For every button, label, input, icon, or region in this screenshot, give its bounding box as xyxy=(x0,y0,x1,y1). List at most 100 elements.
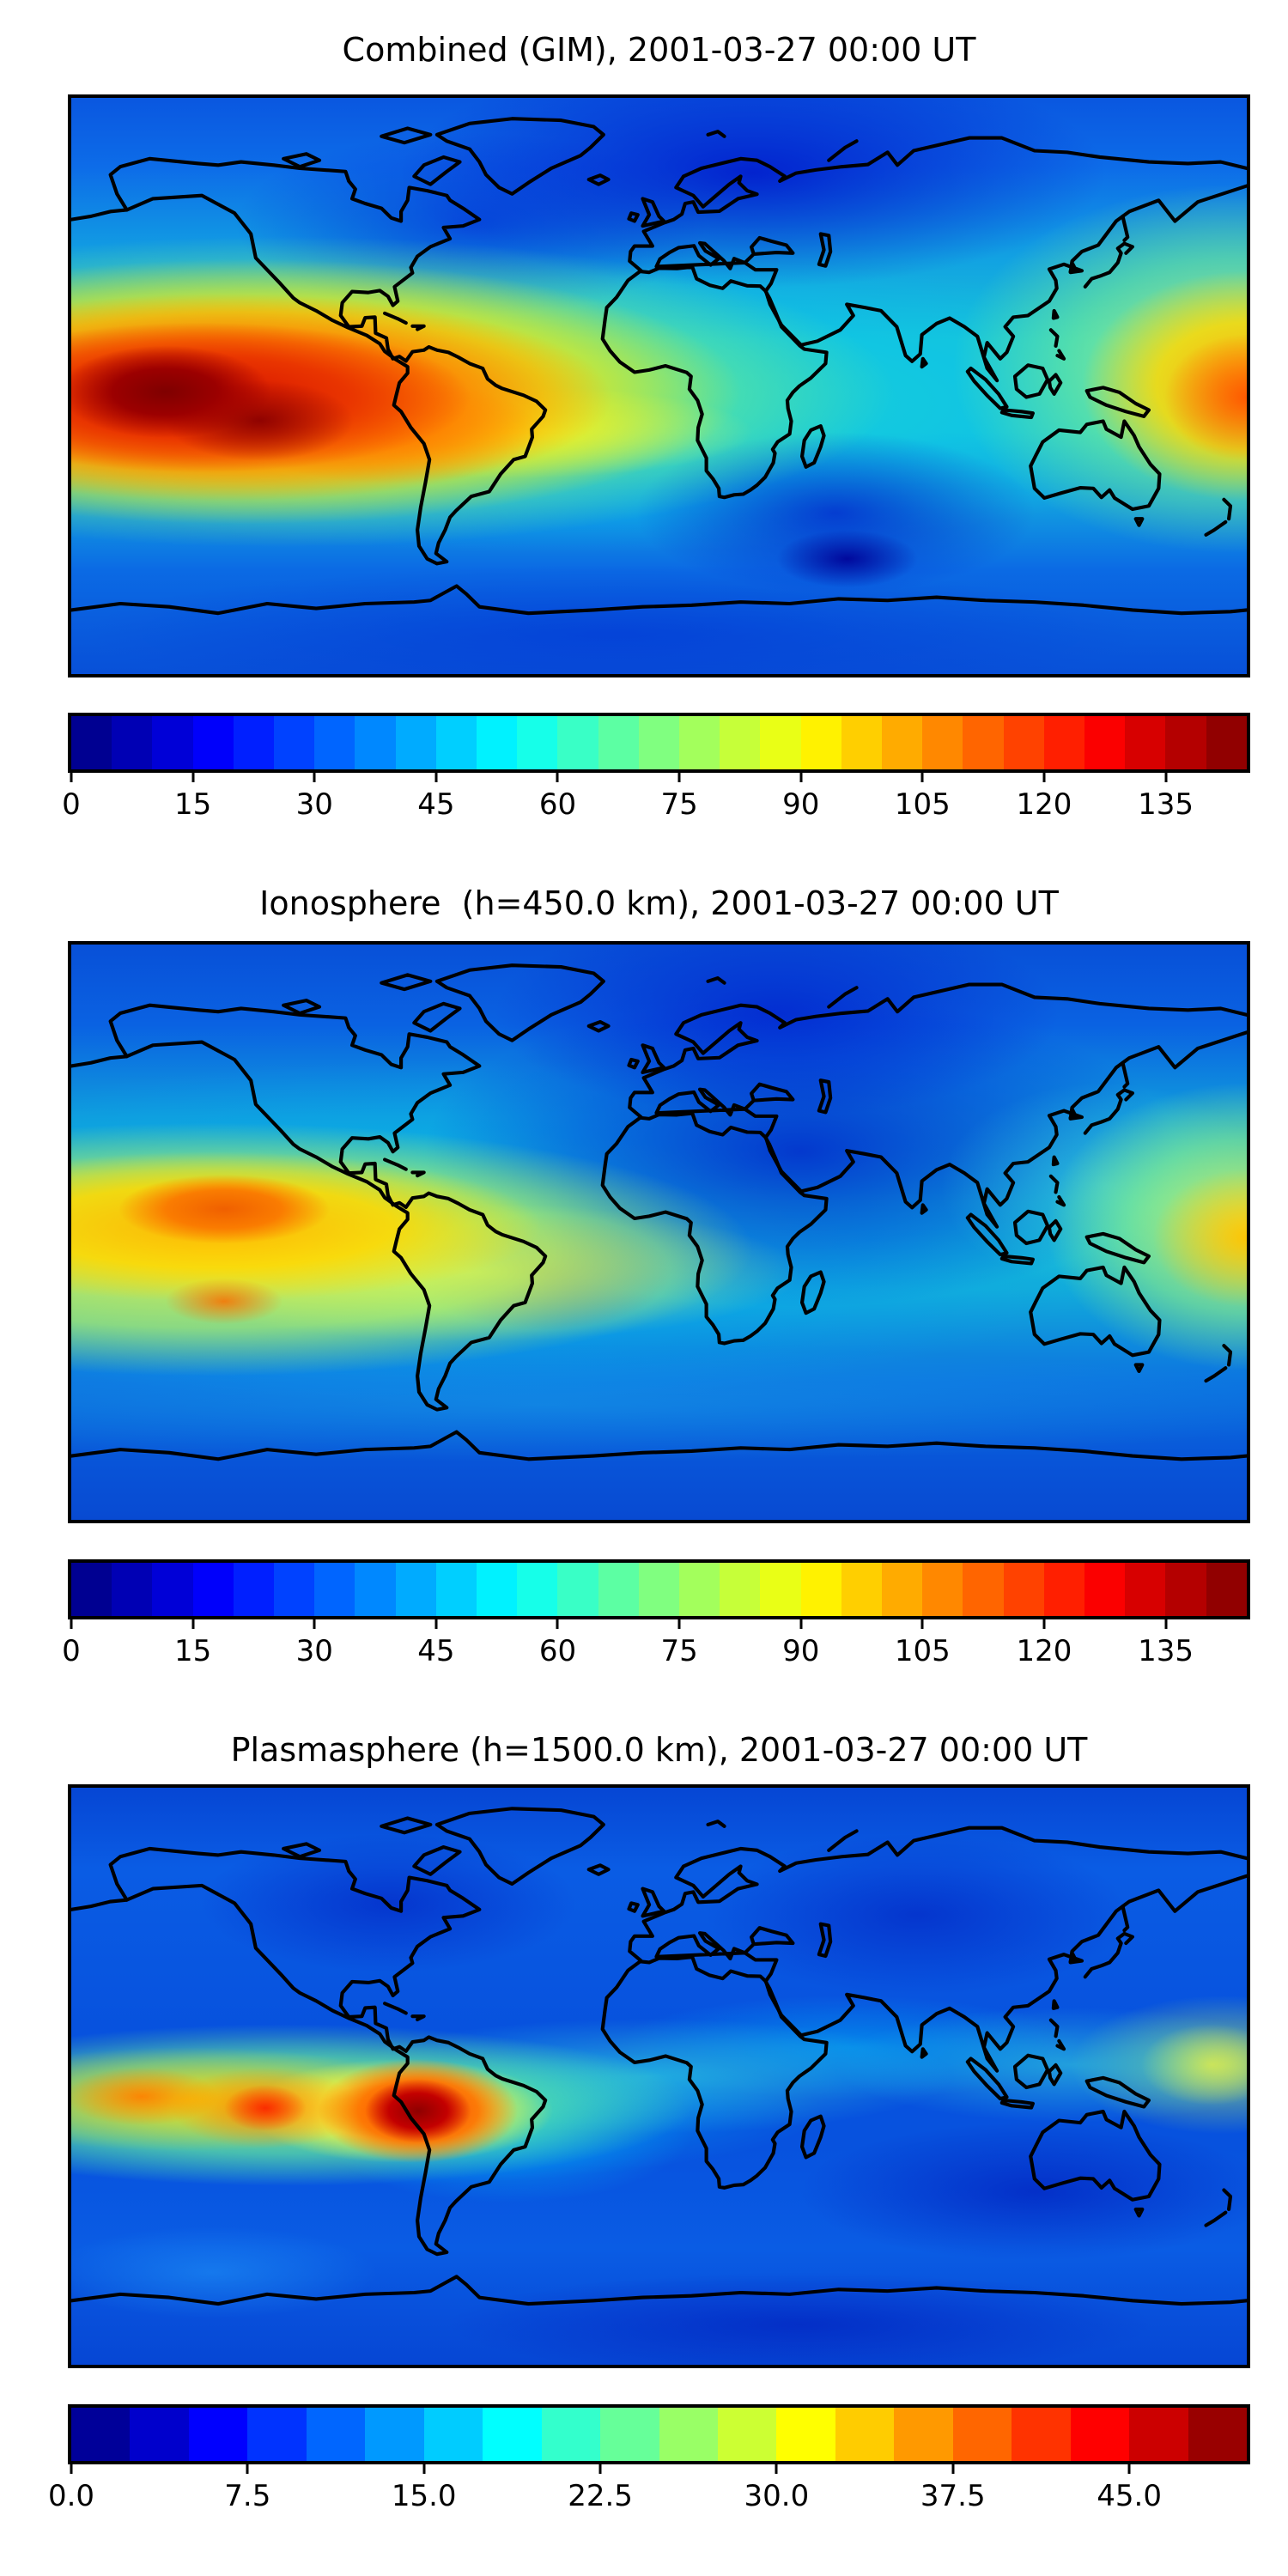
colorbar-tick-label: 15.0 xyxy=(391,2479,457,2513)
colorbar-tick xyxy=(70,2461,73,2474)
colorbar-segment xyxy=(355,1563,396,1616)
colorbar-tick xyxy=(556,769,559,782)
colorbar-tick xyxy=(1042,769,1046,782)
colorbar-tick-label: 15 xyxy=(173,1634,212,1668)
colorbar-segment xyxy=(882,716,923,769)
colorbar-segment xyxy=(720,1563,761,1616)
colorbar-segment xyxy=(760,1563,801,1616)
colorbar-segment xyxy=(952,2408,1012,2461)
colorbar-segment xyxy=(112,716,153,769)
panel1-title: Combined (GIM), 2001-03-27 00:00 UT xyxy=(342,31,976,69)
colorbar-segment xyxy=(800,1563,841,1616)
colorbar-segment xyxy=(963,716,1004,769)
colorbar-segment xyxy=(922,1563,963,1616)
colorbar-tick xyxy=(799,769,803,782)
colorbar-tick xyxy=(434,1616,438,1629)
colorbar-tick-label: 7.5 xyxy=(224,2479,271,2513)
colorbar-tick-label: 105 xyxy=(894,787,951,822)
colorbar-segment xyxy=(517,1563,558,1616)
panel2-map xyxy=(68,941,1250,1523)
colorbar-tick-label: 45 xyxy=(417,787,455,822)
colorbar-segment xyxy=(152,1563,193,1616)
colorbar-segment xyxy=(720,716,761,769)
colorbar-segment xyxy=(1165,716,1206,769)
colorbar-tick xyxy=(422,2461,426,2474)
colorbar-segment xyxy=(1012,2408,1071,2461)
colorbar-tick-label: 30 xyxy=(295,1634,333,1668)
colorbar-segment xyxy=(477,1563,518,1616)
colorbar-tick xyxy=(191,769,195,782)
colorbar-segment xyxy=(638,1563,680,1616)
colorbar-segment xyxy=(679,1563,720,1616)
colorbar-tick xyxy=(677,1616,681,1629)
colorbar-segment xyxy=(679,716,720,769)
colorbar-tick xyxy=(70,769,73,782)
colorbar-tick-label: 0 xyxy=(62,787,81,822)
colorbar-tick-label: 135 xyxy=(1138,1634,1194,1668)
colorbar-segment xyxy=(1084,1563,1126,1616)
colorbar-segment xyxy=(477,716,518,769)
colorbar-tick-label: 120 xyxy=(1016,787,1072,822)
colorbar-segment xyxy=(233,1563,275,1616)
colorbar-tick-label: 45 xyxy=(417,1634,455,1668)
panel1-colorbar-segments xyxy=(71,716,1247,769)
colorbar-segment xyxy=(188,2408,248,2461)
colorbar-tick xyxy=(70,1616,73,1629)
colorbar-segment xyxy=(274,1563,315,1616)
colorbar-tick xyxy=(920,769,924,782)
panel1-colorbar: 0 15 30 45 60 75 90 105 120 135 xyxy=(62,713,1250,822)
colorbar-tick-label: 30 xyxy=(295,787,333,822)
colorbar-segment xyxy=(717,2408,777,2461)
colorbar-tick xyxy=(775,2461,778,2474)
colorbar-segment xyxy=(963,1563,1004,1616)
coastlines-icon xyxy=(71,945,1247,1520)
colorbar-segment xyxy=(233,716,275,769)
colorbar-segment xyxy=(1188,2408,1248,2461)
colorbar-segment xyxy=(1206,1563,1247,1616)
colorbar-segment xyxy=(435,716,477,769)
colorbar-tick xyxy=(191,1616,195,1629)
colorbar-segment xyxy=(1003,716,1044,769)
colorbar-segment xyxy=(835,2408,895,2461)
colorbar-segment xyxy=(841,1563,883,1616)
colorbar-segment xyxy=(1043,1563,1085,1616)
colorbar-tick-label: 90 xyxy=(782,1634,820,1668)
panel1-map xyxy=(68,94,1250,677)
colorbar-segment xyxy=(395,716,436,769)
colorbar-tick-label: 75 xyxy=(660,1634,698,1668)
colorbar-segment xyxy=(659,2408,718,2461)
colorbar-segment xyxy=(1206,716,1247,769)
colorbar-segment xyxy=(841,716,883,769)
colorbar-segment xyxy=(557,716,598,769)
coastlines-icon xyxy=(71,98,1247,674)
colorbar-segment xyxy=(922,716,963,769)
colorbar-tick xyxy=(313,1616,316,1629)
coastlines-icon xyxy=(71,1788,1247,2365)
panel3-colorbar: 0.0 7.5 15.0 22.5 30.0 37.5 45.0 xyxy=(48,2404,1250,2513)
colorbar-segment xyxy=(423,2408,483,2461)
colorbar-segment xyxy=(355,716,396,769)
colorbar-tick-label: 60 xyxy=(538,1634,577,1668)
colorbar-tick xyxy=(1127,2461,1131,2474)
colorbar-segment xyxy=(483,2408,542,2461)
colorbar-tick-label: 105 xyxy=(894,1634,951,1668)
colorbar-segment xyxy=(71,716,112,769)
colorbar-segment xyxy=(882,1563,923,1616)
colorbar-tick xyxy=(1164,1616,1168,1629)
colorbar-tick xyxy=(246,2461,249,2474)
colorbar-tick-label: 30.0 xyxy=(744,2479,810,2513)
colorbar-tick xyxy=(313,769,316,782)
colorbar-segment xyxy=(71,2408,131,2461)
colorbar-tick xyxy=(434,769,438,782)
colorbar-segment xyxy=(130,2408,189,2461)
panel3-title: Plasmasphere (h=1500.0 km), 2001-03-27 0… xyxy=(230,1731,1088,1769)
colorbar-tick-label: 37.5 xyxy=(920,2479,986,2513)
colorbar-tick xyxy=(598,2461,602,2474)
colorbar-tick-label: 135 xyxy=(1138,787,1194,822)
colorbar-tick xyxy=(556,1616,559,1629)
colorbar-segment xyxy=(71,1563,112,1616)
colorbar-segment xyxy=(1043,716,1085,769)
colorbar-segment xyxy=(1129,2408,1188,2461)
colorbar-segment xyxy=(152,716,193,769)
colorbar-tick xyxy=(799,1616,803,1629)
